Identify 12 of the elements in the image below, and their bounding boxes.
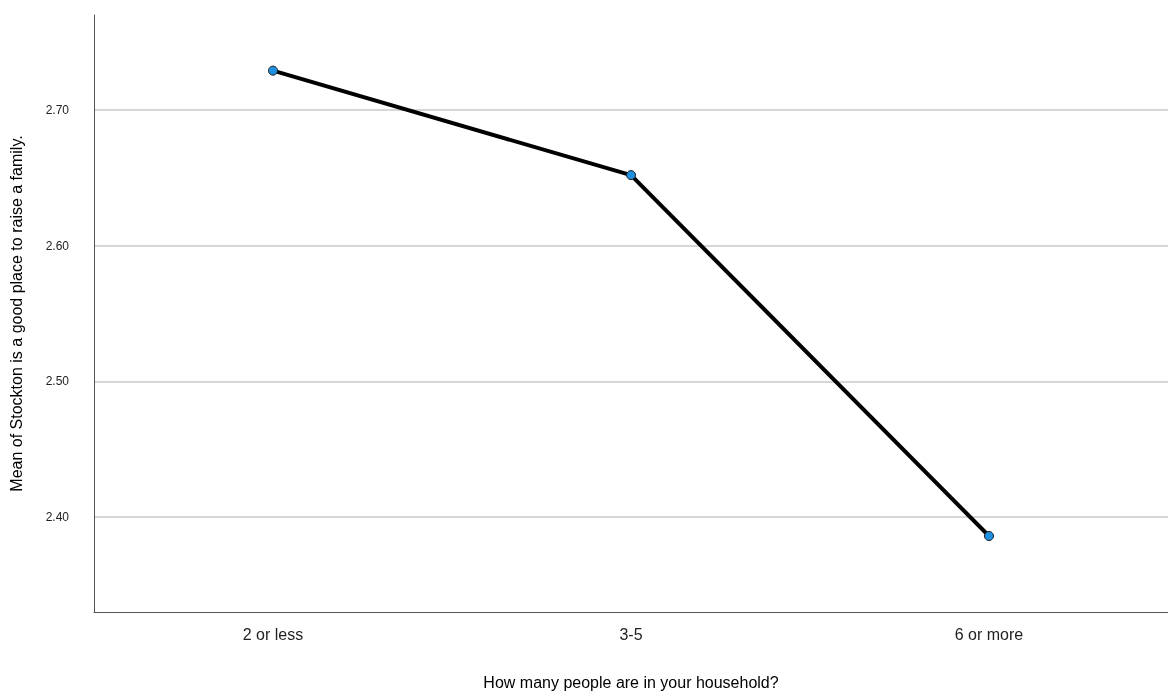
x-tick-label: 2 or less bbox=[242, 625, 304, 643]
point bbox=[626, 170, 636, 181]
y-tick-label: 2.60 bbox=[45, 238, 70, 253]
y-tick-label: 2.50 bbox=[45, 374, 70, 389]
y-tick-label: 2.40 bbox=[45, 510, 70, 525]
x-tick-label: 3-5 bbox=[619, 625, 643, 643]
y-tick-label: 2.70 bbox=[45, 102, 70, 117]
y-axis-title: Mean of Stockton is a good place to raise a family. bbox=[7, 135, 25, 492]
point bbox=[984, 531, 994, 542]
x-tick-label: 6 or more bbox=[954, 625, 1024, 643]
point bbox=[268, 65, 278, 76]
x-axis-title: How many people are in your household? bbox=[483, 673, 779, 691]
